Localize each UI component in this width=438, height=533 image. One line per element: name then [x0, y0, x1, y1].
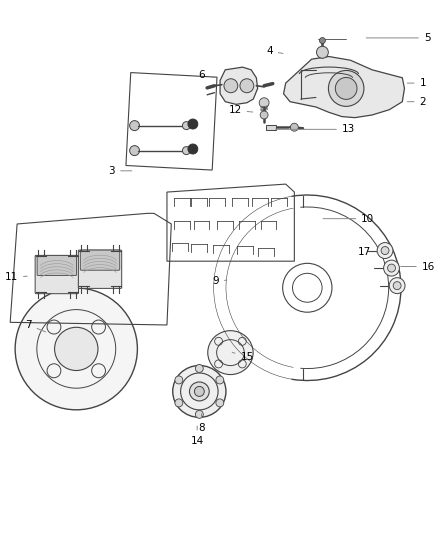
Circle shape — [240, 79, 254, 93]
Bar — [266, 125, 276, 130]
FancyBboxPatch shape — [37, 255, 77, 276]
Circle shape — [260, 111, 268, 119]
Circle shape — [188, 119, 198, 129]
Circle shape — [130, 146, 139, 156]
Circle shape — [381, 247, 389, 255]
Circle shape — [224, 79, 238, 93]
Circle shape — [319, 37, 325, 44]
Text: 4: 4 — [266, 46, 283, 56]
Circle shape — [328, 70, 364, 107]
Text: 14: 14 — [191, 426, 204, 446]
Circle shape — [317, 46, 328, 58]
Text: 9: 9 — [212, 277, 227, 286]
Text: 3: 3 — [109, 166, 132, 176]
Ellipse shape — [194, 386, 204, 397]
FancyBboxPatch shape — [78, 250, 122, 288]
Text: 5: 5 — [366, 33, 431, 43]
Circle shape — [389, 278, 405, 294]
Circle shape — [290, 123, 298, 131]
Text: 16: 16 — [401, 262, 435, 271]
Circle shape — [377, 243, 393, 259]
Ellipse shape — [173, 366, 226, 417]
FancyBboxPatch shape — [35, 255, 78, 294]
Circle shape — [175, 376, 183, 384]
Text: 1: 1 — [407, 78, 426, 88]
Circle shape — [259, 98, 269, 108]
Polygon shape — [283, 56, 404, 118]
Circle shape — [183, 147, 191, 155]
Ellipse shape — [55, 327, 98, 370]
Circle shape — [216, 376, 224, 384]
Circle shape — [183, 122, 191, 130]
Text: 8: 8 — [198, 414, 205, 433]
Circle shape — [388, 264, 396, 272]
Circle shape — [336, 77, 357, 99]
Text: 2: 2 — [407, 96, 426, 107]
Circle shape — [384, 260, 399, 276]
Text: 12: 12 — [228, 105, 253, 115]
Text: 17: 17 — [358, 247, 378, 256]
Text: 6: 6 — [198, 70, 214, 80]
Polygon shape — [220, 67, 258, 104]
Text: 15: 15 — [232, 352, 254, 362]
Circle shape — [130, 120, 139, 131]
Text: 7: 7 — [25, 320, 46, 332]
Text: 11: 11 — [5, 272, 27, 282]
Circle shape — [216, 399, 224, 407]
FancyBboxPatch shape — [80, 250, 120, 270]
Text: 10: 10 — [323, 214, 374, 224]
Circle shape — [188, 144, 198, 154]
Circle shape — [393, 281, 401, 289]
Circle shape — [195, 410, 203, 418]
Circle shape — [195, 365, 203, 373]
Ellipse shape — [190, 382, 209, 401]
Circle shape — [175, 399, 183, 407]
Ellipse shape — [15, 288, 138, 410]
Text: 13: 13 — [276, 124, 355, 134]
Ellipse shape — [208, 330, 253, 375]
